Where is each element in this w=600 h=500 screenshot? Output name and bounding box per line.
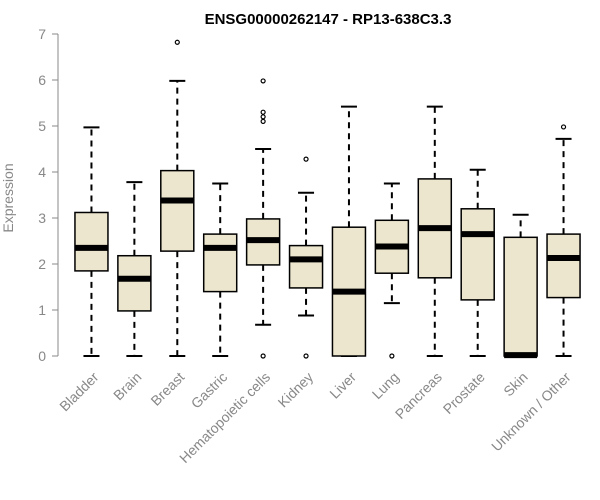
box-prostate bbox=[460, 168, 495, 357]
x-tick-label: Unknown / Other bbox=[488, 369, 574, 455]
chart-title: ENSG00000262147 - RP13-638C3.3 bbox=[205, 11, 452, 28]
y-axis: 0 1 2 3 4 5 6 7 bbox=[38, 26, 59, 364]
box-series bbox=[74, 39, 581, 359]
outlier-point bbox=[260, 78, 266, 84]
x-tick-label: Skin bbox=[500, 369, 531, 400]
outlier-point bbox=[560, 124, 567, 130]
x-tick-label: Kidney bbox=[275, 369, 317, 411]
y-tick-label: 6 bbox=[38, 72, 46, 88]
outlier-point bbox=[303, 353, 309, 359]
y-tick-label: 1 bbox=[38, 302, 46, 318]
x-tick-label: Liver bbox=[326, 369, 359, 402]
outlier-point bbox=[303, 156, 309, 162]
box-liver bbox=[331, 105, 367, 357]
box-iqr bbox=[160, 169, 195, 252]
outlier-point bbox=[174, 39, 180, 45]
y-tick-label: 4 bbox=[38, 164, 46, 180]
y-tick-label: 7 bbox=[38, 26, 46, 42]
y-tick-label: 3 bbox=[38, 210, 46, 226]
x-tick-label: Pancreas bbox=[392, 369, 445, 422]
y-axis-label: Expression bbox=[0, 163, 16, 232]
y-tick-label: 5 bbox=[38, 118, 46, 134]
outlier-point bbox=[260, 353, 266, 359]
box-iqr bbox=[460, 208, 495, 301]
box-unknown-other bbox=[546, 124, 581, 357]
x-tick-label: Brain bbox=[110, 369, 144, 403]
box-hematopoietic-cells bbox=[245, 78, 281, 359]
box-iqr bbox=[202, 233, 238, 293]
box-brain bbox=[117, 181, 152, 357]
box-iqr bbox=[288, 244, 324, 289]
outlier-point bbox=[260, 109, 266, 115]
box-skin bbox=[503, 213, 538, 359]
box-iqr bbox=[117, 254, 152, 312]
y-tick-label: 0 bbox=[38, 348, 46, 364]
x-tick-label: Prostate bbox=[440, 369, 488, 417]
box-iqr bbox=[74, 211, 109, 272]
box-gastric bbox=[202, 182, 238, 357]
x-tick-label: Lung bbox=[369, 369, 402, 402]
box-breast bbox=[160, 39, 195, 357]
x-tick-label: Gastric bbox=[188, 369, 231, 412]
outlier-point bbox=[260, 118, 266, 125]
box-iqr bbox=[546, 233, 581, 299]
box-bladder bbox=[74, 126, 109, 357]
box-pancreas bbox=[417, 105, 453, 357]
x-tick-label: Breast bbox=[147, 369, 187, 409]
box-lung bbox=[374, 182, 410, 359]
y-tick-label: 2 bbox=[38, 256, 46, 272]
box-iqr bbox=[503, 236, 538, 357]
box-kidney bbox=[288, 156, 324, 359]
outlier-point bbox=[389, 353, 395, 359]
x-tick-label: Bladder bbox=[56, 369, 102, 415]
outlier-point bbox=[260, 114, 266, 120]
